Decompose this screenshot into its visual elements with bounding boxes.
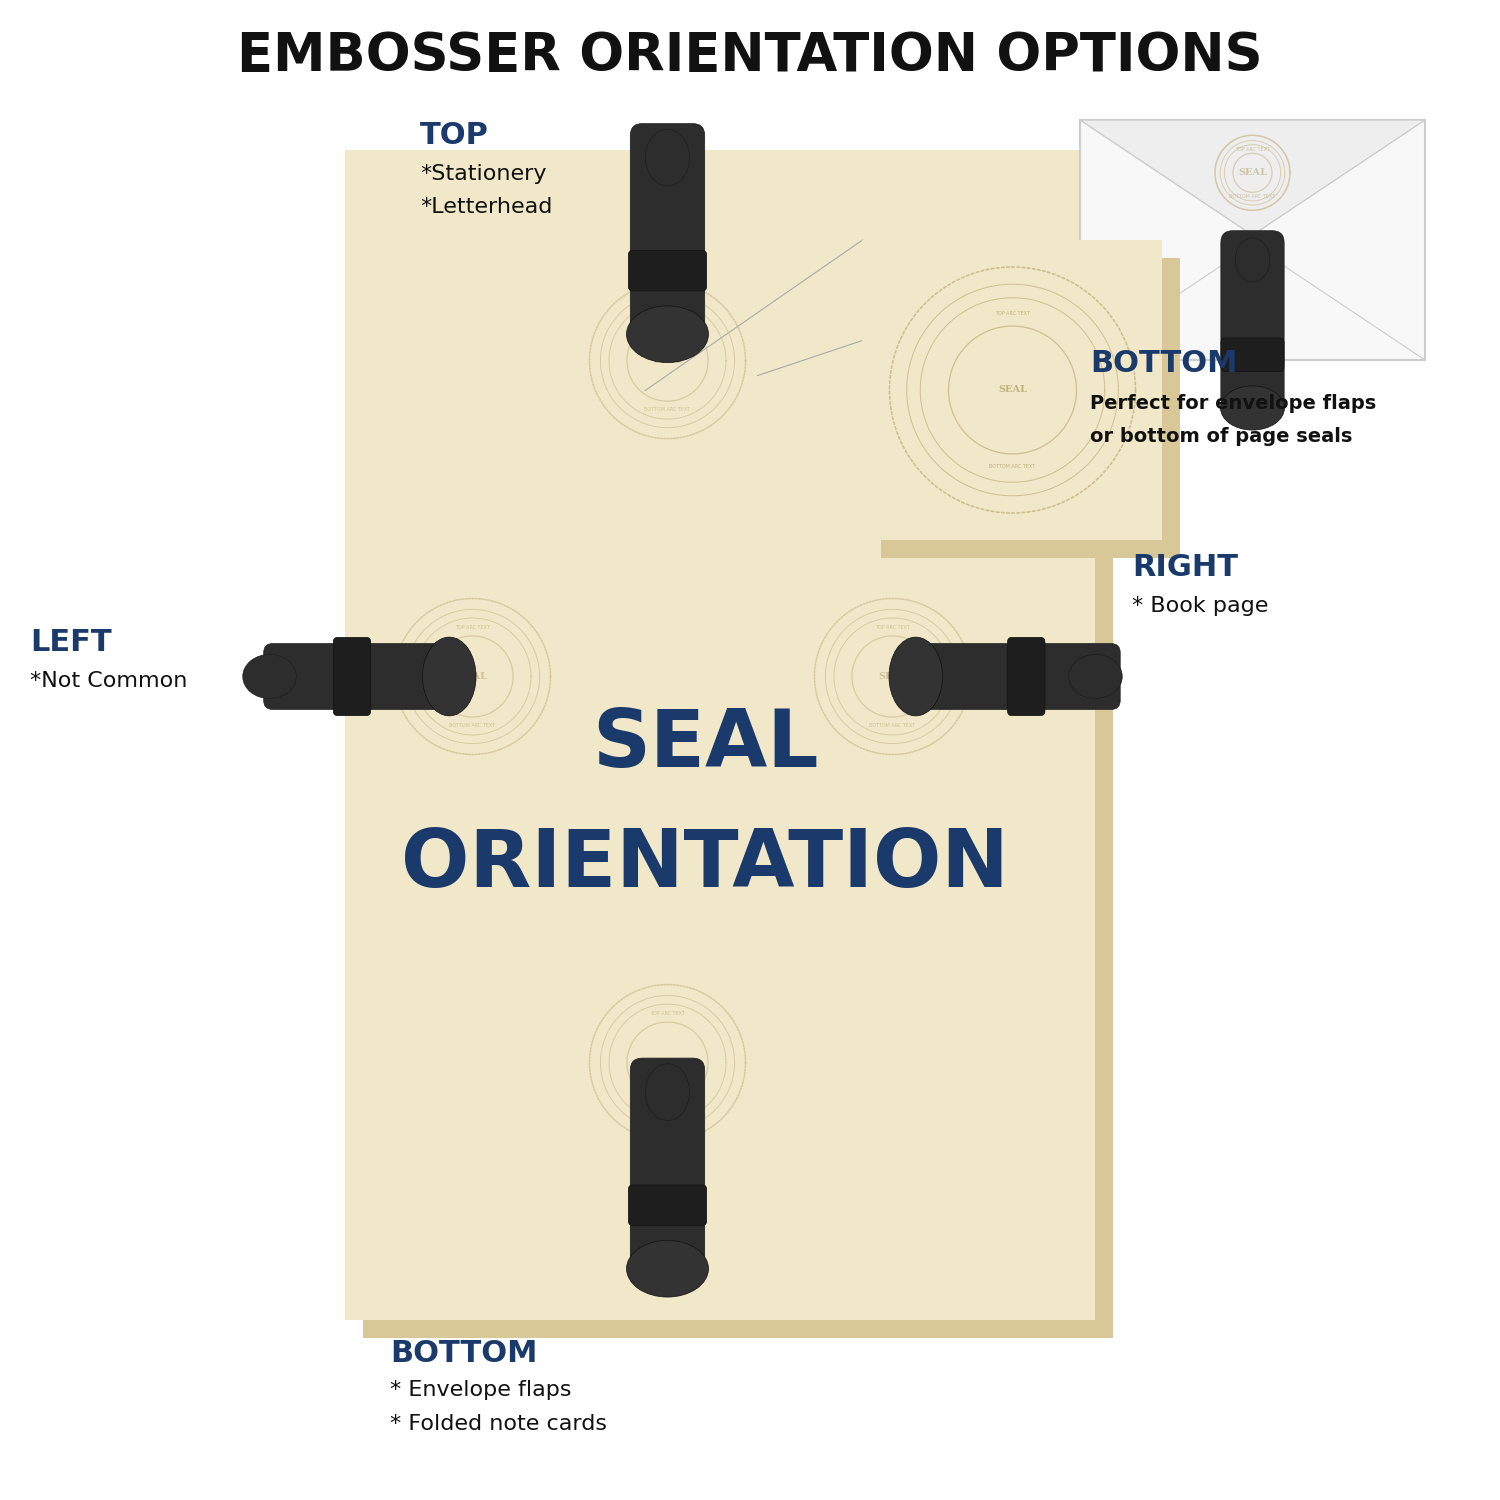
- Ellipse shape: [423, 638, 476, 716]
- Text: *Letterhead: *Letterhead: [420, 196, 552, 217]
- Text: * Envelope flaps: * Envelope flaps: [390, 1380, 572, 1401]
- Text: TOP ARC TEXT: TOP ARC TEXT: [874, 626, 910, 630]
- Text: BOTTOM ARC TEXT: BOTTOM ARC TEXT: [645, 1108, 690, 1114]
- Polygon shape: [1080, 120, 1425, 236]
- Text: BOTTOM ARC TEXT: BOTTOM ARC TEXT: [645, 406, 690, 412]
- FancyBboxPatch shape: [630, 1058, 705, 1268]
- Text: SEAL: SEAL: [652, 1058, 682, 1066]
- Text: LEFT: LEFT: [30, 627, 111, 657]
- Ellipse shape: [645, 129, 690, 186]
- Text: SEAL: SEAL: [652, 356, 682, 364]
- Text: ORIENTATION: ORIENTATION: [400, 827, 1010, 904]
- FancyBboxPatch shape: [628, 251, 706, 291]
- Ellipse shape: [1236, 238, 1269, 282]
- FancyBboxPatch shape: [1221, 338, 1284, 372]
- FancyBboxPatch shape: [264, 644, 468, 710]
- Text: SEAL: SEAL: [998, 386, 1028, 394]
- FancyBboxPatch shape: [1008, 638, 1046, 716]
- Text: TOP ARC TEXT: TOP ARC TEXT: [650, 1011, 686, 1017]
- Text: BOTTOM: BOTTOM: [390, 1338, 537, 1368]
- FancyBboxPatch shape: [916, 644, 1120, 710]
- Text: BOTTOM ARC TEXT: BOTTOM ARC TEXT: [990, 465, 1035, 470]
- FancyBboxPatch shape: [862, 240, 1162, 540]
- FancyBboxPatch shape: [1221, 231, 1284, 410]
- Text: *Stationery: *Stationery: [420, 164, 546, 184]
- Text: BOTTOM ARC TEXT: BOTTOM ARC TEXT: [450, 723, 495, 728]
- Text: BOTTOM ARC TEXT: BOTTOM ARC TEXT: [1230, 194, 1275, 198]
- Ellipse shape: [890, 638, 942, 716]
- Text: SEAL: SEAL: [1238, 168, 1268, 177]
- Ellipse shape: [627, 306, 708, 363]
- Text: BOTTOM ARC TEXT: BOTTOM ARC TEXT: [870, 723, 915, 728]
- Text: * Folded note cards: * Folded note cards: [390, 1413, 608, 1434]
- Text: SEAL: SEAL: [878, 672, 908, 681]
- FancyBboxPatch shape: [1080, 120, 1425, 360]
- FancyBboxPatch shape: [628, 1185, 706, 1225]
- FancyBboxPatch shape: [345, 150, 1095, 1320]
- Text: TOP ARC TEXT: TOP ARC TEXT: [650, 309, 686, 315]
- Text: or bottom of page seals: or bottom of page seals: [1090, 427, 1353, 445]
- Text: Perfect for envelope flaps: Perfect for envelope flaps: [1090, 394, 1377, 412]
- Text: SEAL: SEAL: [591, 706, 819, 785]
- Ellipse shape: [1068, 654, 1122, 699]
- Text: TOP ARC TEXT: TOP ARC TEXT: [454, 626, 490, 630]
- FancyBboxPatch shape: [363, 168, 1113, 1338]
- Text: SEAL: SEAL: [458, 672, 488, 681]
- FancyBboxPatch shape: [333, 638, 370, 716]
- Text: *Not Common: *Not Common: [30, 670, 188, 692]
- Text: TOP ARC TEXT: TOP ARC TEXT: [1234, 147, 1270, 152]
- Text: BOTTOM: BOTTOM: [1090, 348, 1238, 378]
- Ellipse shape: [645, 1064, 690, 1120]
- Text: RIGHT: RIGHT: [1132, 552, 1239, 582]
- Text: TOP ARC TEXT: TOP ARC TEXT: [994, 310, 1030, 315]
- Ellipse shape: [1221, 386, 1284, 430]
- Ellipse shape: [243, 654, 297, 699]
- Text: EMBOSSER ORIENTATION OPTIONS: EMBOSSER ORIENTATION OPTIONS: [237, 30, 1263, 81]
- FancyBboxPatch shape: [630, 123, 705, 333]
- FancyBboxPatch shape: [880, 258, 1180, 558]
- Ellipse shape: [627, 1240, 708, 1298]
- Text: * Book page: * Book page: [1132, 596, 1269, 616]
- Text: TOP: TOP: [420, 120, 489, 150]
